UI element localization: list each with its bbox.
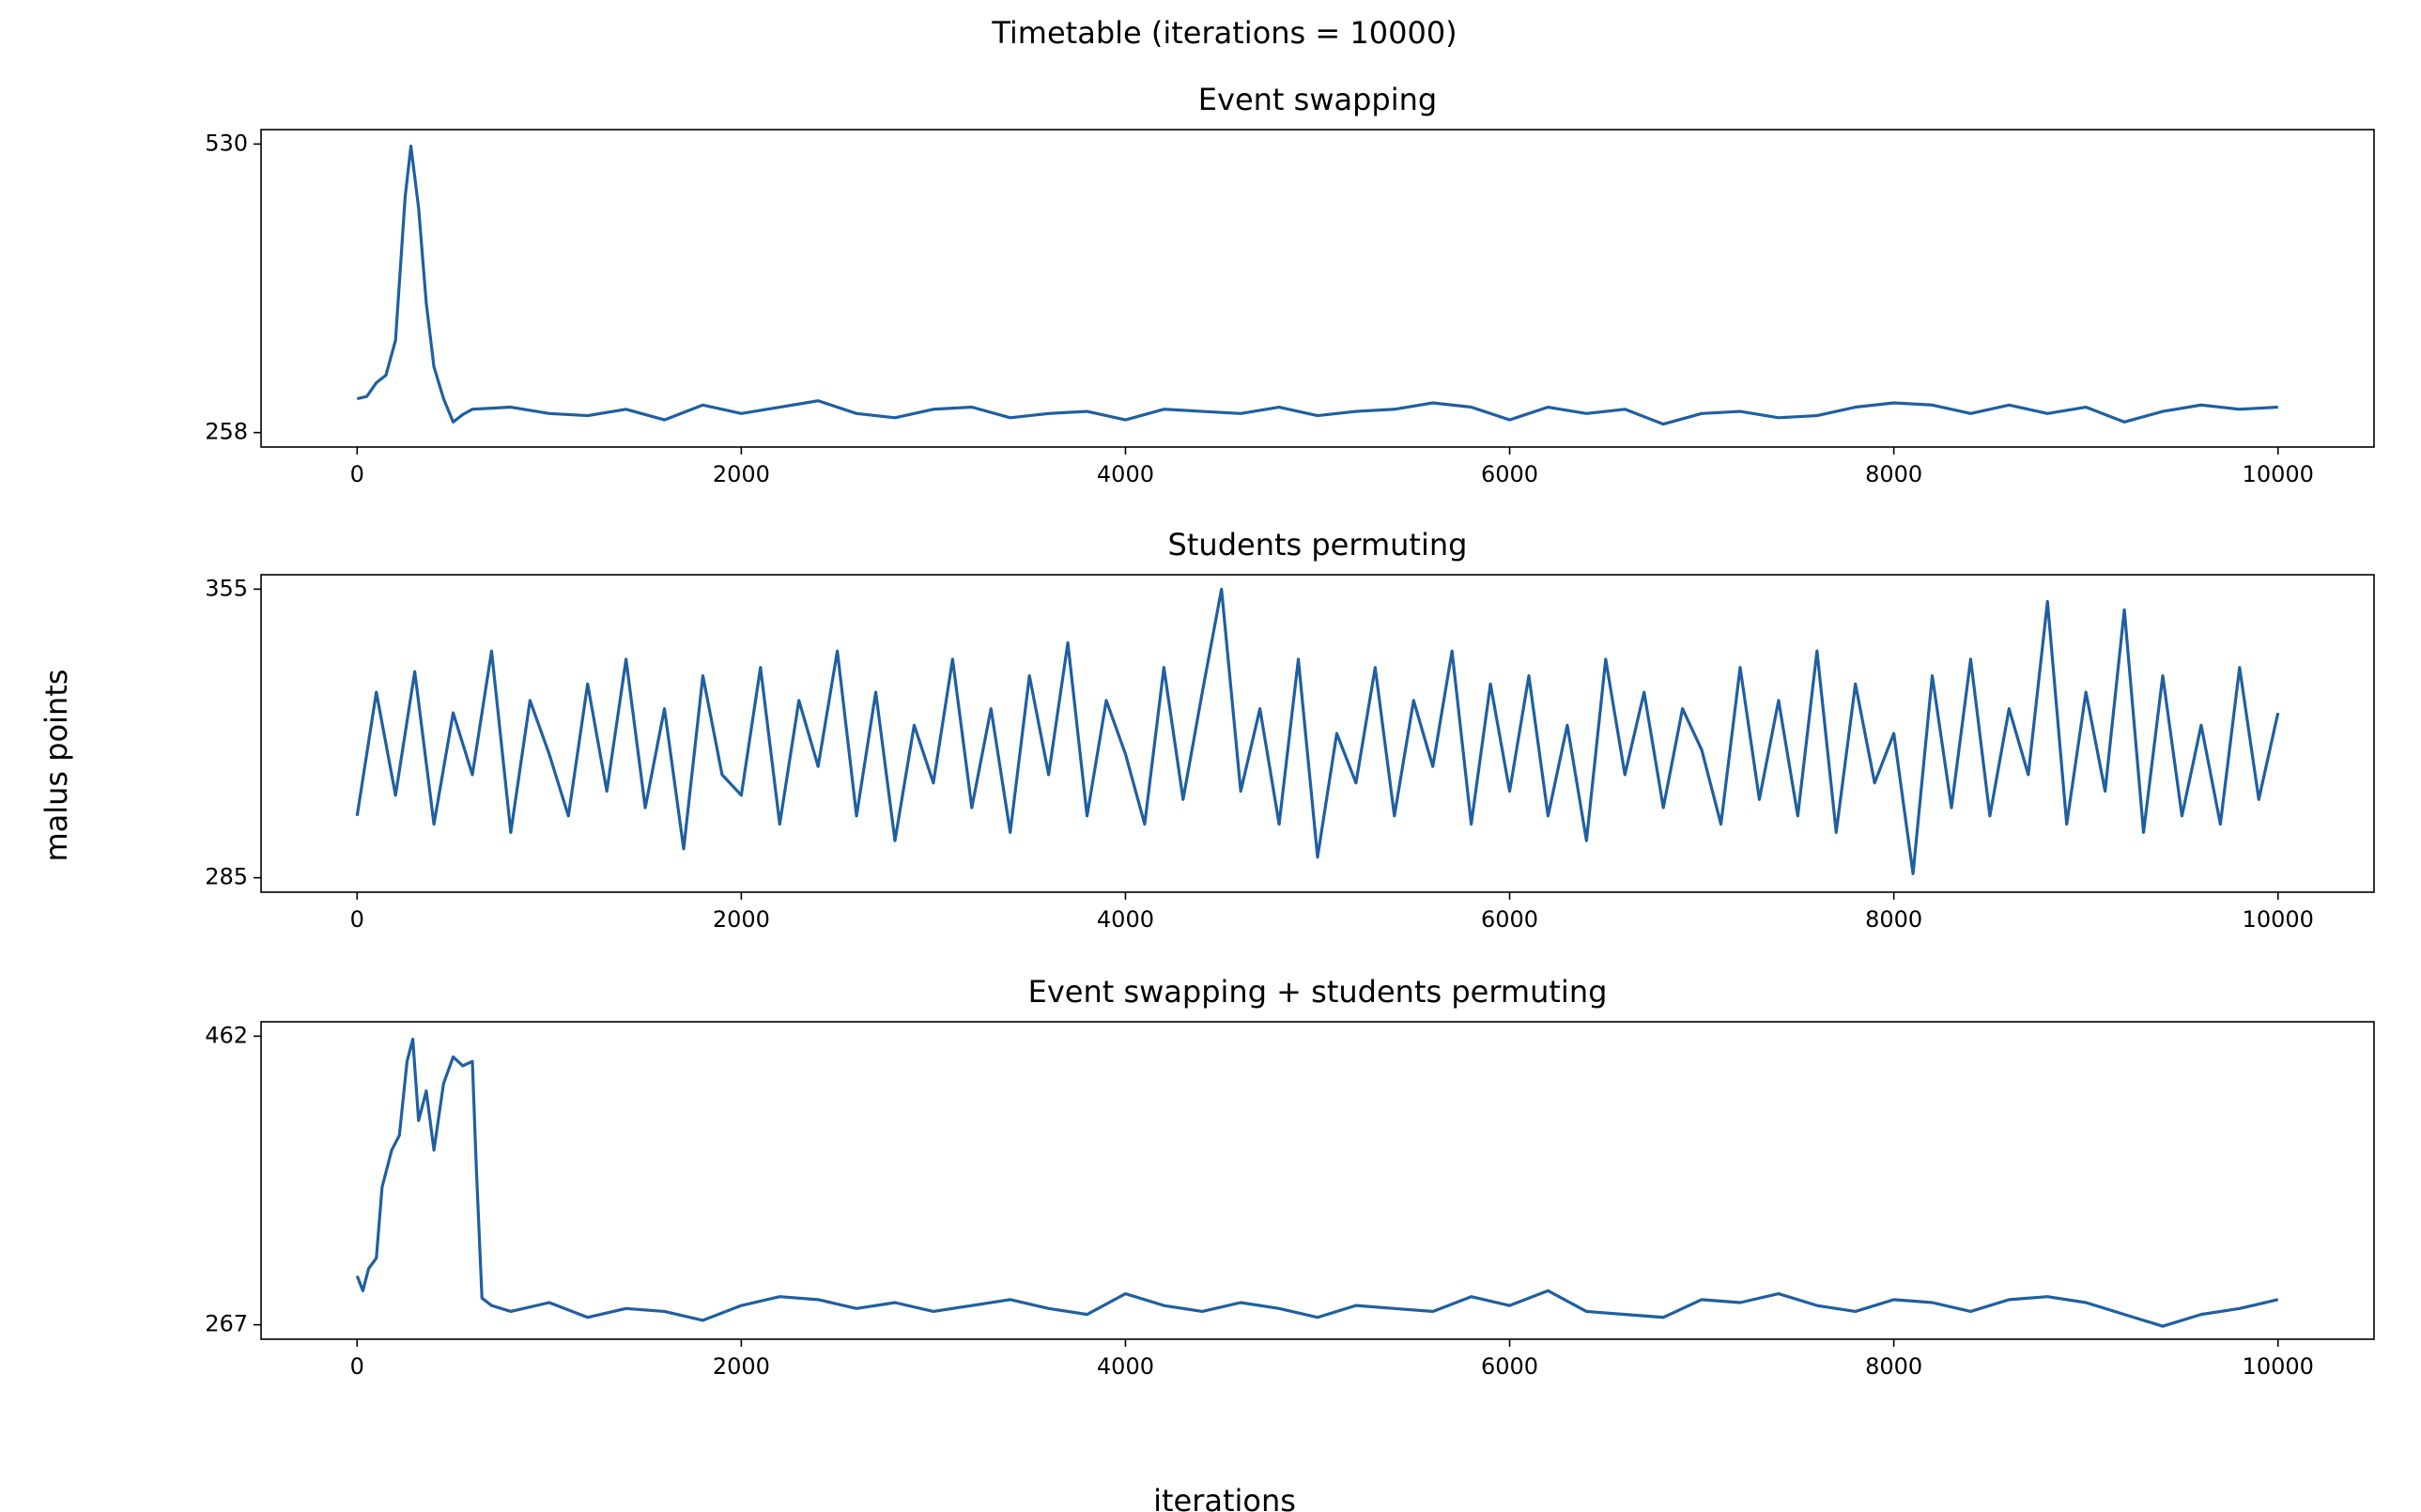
x-tick-label: 4000	[1097, 906, 1154, 933]
x-tick-label: 8000	[1865, 461, 1922, 487]
x-tick-label: 8000	[1865, 906, 1922, 933]
axes-frame	[260, 1021, 2375, 1340]
x-tick-label: 4000	[1097, 1353, 1154, 1380]
y-tick-label: 267	[205, 1311, 248, 1337]
y-tick-label: 355	[205, 575, 248, 601]
y-tick-label: 285	[205, 864, 248, 890]
y-tick-label: 258	[205, 419, 248, 445]
x-tick-label: 2000	[713, 461, 770, 487]
x-tick-label: 6000	[1481, 461, 1538, 487]
figure-title: Timetable (iterations = 10000)	[991, 15, 1457, 51]
x-tick-label: 0	[350, 1353, 364, 1380]
subplot-title: Event swapping	[1198, 82, 1437, 117]
data-line	[356, 145, 2278, 426]
x-tick-label: 10000	[2243, 1353, 2314, 1380]
x-tick-label: 2000	[713, 906, 770, 933]
x-tick-label: 4000	[1097, 461, 1154, 487]
x-tick-label: 0	[350, 461, 364, 487]
x-tick-label: 0	[350, 906, 364, 933]
axes-frame	[260, 129, 2375, 448]
x-tick-label: 10000	[2243, 461, 2314, 487]
x-tick-label: 2000	[713, 1353, 770, 1380]
axes-frame	[260, 574, 2375, 893]
y-tick-label: 530	[205, 130, 248, 156]
y-tick-label: 462	[205, 1022, 248, 1048]
subplot-title: Students permuting	[1168, 527, 1468, 563]
x-axis-label: iterations	[1153, 1483, 1296, 1512]
x-tick-label: 10000	[2243, 906, 2314, 933]
subplot-title: Event swapping + students permuting	[1028, 974, 1608, 1010]
x-tick-label: 8000	[1865, 1353, 1922, 1380]
data-line	[355, 1037, 2279, 1328]
x-tick-label: 6000	[1481, 906, 1538, 933]
x-tick-label: 6000	[1481, 1353, 1538, 1380]
y-axis-label: malus points	[39, 669, 74, 861]
data-line	[355, 587, 2280, 875]
